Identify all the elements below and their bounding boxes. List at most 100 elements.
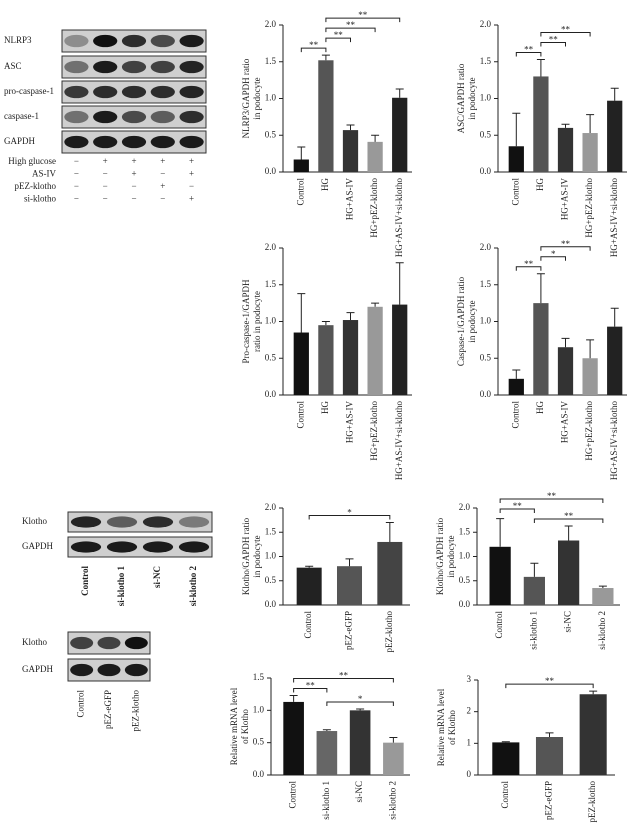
treatment-sign: −: [103, 181, 108, 191]
treatment-label: si-klotho: [24, 194, 57, 204]
significance-bracket: [325, 17, 401, 23]
treatment-sign: −: [189, 181, 194, 191]
y-tick-label: 0.0: [265, 389, 277, 399]
y-tick-label: 2: [467, 706, 472, 716]
y-tick-label: 1.5: [253, 672, 265, 682]
significance-label: **: [549, 35, 559, 45]
x-tick-label: pEZ-eGFP: [544, 781, 554, 820]
significance-label: **: [309, 40, 319, 50]
significance-bracket: [326, 701, 394, 707]
error-bar: [598, 585, 607, 589]
x-tick-label: si-klotho 2: [597, 611, 607, 650]
lane-label: si-klotho 2: [188, 566, 198, 607]
x-tick-label: si-klotho 1: [528, 611, 538, 650]
y-axis-label: Relative mRNA level: [436, 688, 446, 766]
bar: [392, 97, 408, 172]
treatment-sign: −: [131, 181, 136, 191]
error-bar: [385, 522, 394, 542]
blot-band: [179, 85, 204, 99]
blot-label: GAPDH: [4, 136, 36, 146]
blot-band: [121, 34, 147, 48]
y-tick-label: 0: [467, 769, 472, 779]
lane-label: si-klotho 1: [116, 566, 126, 607]
significance-bracket: [499, 498, 604, 503]
blot-band: [150, 34, 175, 48]
error-bar: [561, 123, 570, 128]
blot-band: [179, 135, 204, 149]
y-tick-label: 1.0: [253, 704, 265, 714]
x-tick-label: Control: [510, 178, 520, 206]
bar: [592, 588, 614, 605]
error-bar: [305, 565, 314, 568]
treatment-sign: +: [131, 169, 136, 179]
y-tick-label: 1.0: [480, 316, 492, 326]
blot-band: [150, 110, 175, 124]
blot-band: [97, 663, 121, 677]
y-axis-label: in podocyte: [252, 535, 262, 577]
y-tick-label: 0.0: [253, 769, 265, 779]
error-bar: [564, 525, 573, 541]
bar: [558, 540, 580, 605]
significance-label: **: [545, 676, 555, 686]
x-tick-label: Control: [500, 781, 510, 809]
significance-bracket: [505, 683, 594, 689]
y-axis-label: of Klotho: [447, 710, 457, 745]
blot-band: [93, 110, 118, 124]
blot-band: [106, 516, 138, 528]
x-tick-label: Control: [288, 781, 298, 809]
y-tick-label: 0.0: [480, 166, 492, 176]
significance-label: **: [358, 10, 368, 20]
lane-label: si-NC: [152, 566, 162, 588]
significance-label: **: [524, 45, 534, 55]
lane-label: Control: [76, 690, 86, 718]
blot-band: [121, 135, 147, 149]
significance-label: **: [547, 491, 557, 501]
y-tick-label: 1.5: [265, 56, 277, 66]
significance-bracket: [325, 27, 376, 33]
error-bar: [289, 694, 298, 702]
error-bar: [345, 558, 354, 567]
y-tick-label: 1.5: [265, 279, 277, 289]
bar: [492, 742, 520, 775]
bar: [318, 325, 334, 395]
x-tick-label: pEZ-klotho: [384, 611, 394, 653]
y-tick-label: 0.0: [265, 599, 277, 609]
treatment-sign: +: [131, 156, 136, 166]
y-tick-label: 0.0: [480, 389, 492, 399]
bar: [296, 567, 322, 605]
y-tick-label: 0.0: [459, 599, 471, 609]
x-tick-label: HG+AS-IV+si-klotho: [609, 178, 619, 258]
blot-band: [121, 60, 147, 74]
blot-band: [93, 60, 118, 74]
y-tick-label: 0.5: [265, 575, 277, 585]
x-tick-label: pEZ-klotho: [587, 781, 597, 823]
y-tick-label: 3: [467, 674, 472, 684]
blot-band: [93, 34, 118, 48]
y-tick-label: 1.0: [480, 93, 492, 103]
error-bar: [586, 114, 595, 134]
error-bar: [501, 741, 510, 743]
significance-bracket: [499, 508, 535, 513]
bar: [293, 159, 309, 172]
error-bar: [389, 736, 398, 743]
blot-band: [142, 516, 174, 528]
error-bar: [610, 307, 619, 327]
error-bar: [536, 273, 545, 304]
error-bar: [371, 134, 380, 142]
blot-label: Klotho: [22, 637, 48, 647]
significance-bracket: [515, 266, 542, 271]
bar: [318, 60, 334, 172]
x-tick-label: HG+AS-IV+si-klotho: [609, 401, 619, 481]
y-tick-label: 2.0: [265, 19, 277, 29]
x-tick-label: HG+AS-IV: [345, 178, 355, 221]
bar: [342, 320, 359, 395]
treatment-sign: −: [160, 194, 165, 204]
error-bar: [545, 732, 554, 737]
blot-band: [179, 60, 204, 74]
bar: [342, 130, 359, 172]
significance-label: **: [524, 259, 534, 269]
error-bar: [561, 337, 570, 348]
error-bar: [322, 729, 331, 732]
bar: [523, 576, 545, 605]
x-tick-label: HG+AS-IV: [345, 401, 355, 444]
